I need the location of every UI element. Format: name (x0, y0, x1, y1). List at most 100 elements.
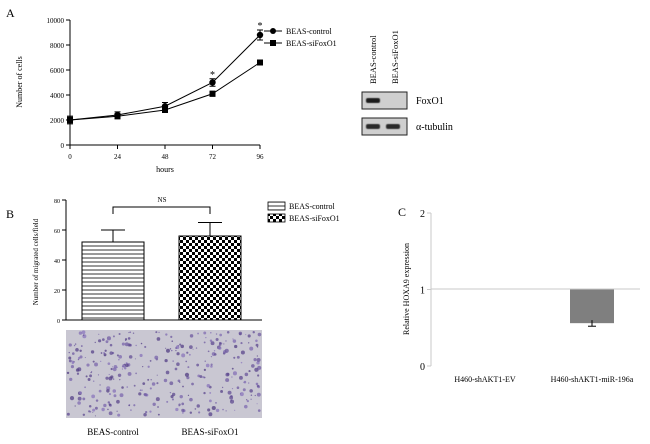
migrated-cell (244, 372, 249, 377)
migrated-cell (254, 394, 256, 397)
migrated-cell (213, 350, 216, 352)
panel-a-point-1 (256, 31, 264, 39)
migrated-cell (151, 382, 156, 386)
migrated-cell (121, 342, 125, 346)
migrated-cell (232, 339, 237, 343)
panel-a-letter: A (6, 6, 15, 20)
migrated-cell (105, 340, 109, 344)
panel-b-micrograph-2 (163, 330, 262, 418)
panel-a-legend-label-1: BEAS-control (286, 27, 333, 36)
migrated-cell (97, 374, 100, 376)
migrated-cell (194, 408, 197, 410)
migrated-cell (197, 332, 199, 335)
migrated-cell (256, 357, 261, 362)
migrated-cell (166, 348, 170, 353)
migrated-cell (108, 373, 110, 376)
migrated-cell (210, 332, 212, 334)
migrated-cell (209, 391, 212, 394)
migrated-cell (83, 334, 85, 336)
migrated-cell (147, 365, 150, 368)
migrated-cell (95, 399, 99, 402)
panel-a-x-axis-label: hours (156, 165, 174, 174)
panel-a-point-2 (67, 117, 73, 123)
migrated-cell (116, 399, 120, 404)
migrated-cell (208, 399, 212, 403)
migrated-cell (152, 402, 156, 406)
migrated-cell (256, 403, 258, 405)
migrated-cell (239, 392, 244, 397)
panel-a-y-tick-label: 4000 (50, 92, 65, 100)
migrated-cell (77, 396, 82, 401)
panel-a-point-2 (162, 107, 168, 113)
migrated-cell (82, 334, 87, 339)
migrated-cell (203, 331, 207, 335)
migrated-cell (118, 355, 123, 359)
migrated-cell (79, 355, 83, 359)
migrated-cell (122, 364, 126, 368)
migrated-cell (179, 394, 183, 399)
panel-b-y-tick-label: 60 (54, 229, 60, 235)
migrated-cell (78, 331, 83, 335)
migrated-cell (247, 382, 250, 384)
migrated-cell (164, 358, 168, 363)
migrated-cell (66, 371, 70, 375)
migrated-cell (90, 350, 95, 354)
migrated-cell (77, 401, 81, 405)
panel-a-legend-marker-2 (270, 40, 276, 46)
migrated-cell (192, 348, 194, 350)
panel-b-y-tick-label: 80 (54, 199, 60, 205)
migrated-cell (252, 331, 255, 334)
migrated-cell (75, 348, 79, 352)
migrated-cell (176, 362, 180, 366)
migrated-cell (179, 381, 181, 383)
migrated-cell (85, 375, 88, 378)
migrated-cell (231, 388, 234, 390)
migrated-cell (89, 374, 92, 378)
migrated-cell (253, 358, 257, 362)
migrated-cell (257, 409, 261, 412)
panel-b-bar-2 (178, 235, 242, 321)
migrated-cell (181, 402, 185, 406)
blot-tubulin-label: α-tubulin (416, 122, 453, 133)
migrated-cell (240, 342, 243, 345)
migrated-cell (88, 405, 92, 408)
migrated-cell (219, 341, 222, 345)
migrated-cell (256, 355, 259, 357)
migrated-cell (226, 330, 230, 334)
migrated-cell (175, 349, 177, 352)
panel-b-ns-label: NS (158, 196, 167, 204)
migrated-cell (214, 353, 217, 356)
migrated-cell (180, 344, 184, 349)
migrated-cell (189, 397, 193, 402)
panel-c-letter: C (398, 205, 406, 219)
migrated-cell (149, 410, 152, 413)
migrated-cell (107, 362, 111, 366)
migrated-cell (110, 375, 114, 379)
migrated-cell (157, 413, 160, 416)
migrated-cell (157, 406, 159, 408)
migrated-cell (225, 340, 227, 342)
migrated-cell (221, 386, 224, 389)
panel-a-point-2 (257, 59, 263, 66)
migrated-cell (234, 344, 238, 349)
migrated-cell (224, 348, 229, 353)
migrated-cell (98, 333, 100, 335)
migrated-cell (166, 359, 168, 362)
migrated-cell (98, 389, 102, 393)
migrated-cell (141, 389, 143, 391)
panel-c-y-tick-label: 1 (420, 286, 425, 297)
migrated-cell (171, 349, 173, 352)
migrated-cell (254, 367, 259, 372)
migrated-cell (181, 353, 186, 358)
migrated-cell (128, 355, 133, 359)
migrated-cell (124, 363, 126, 365)
panel-a-y-tick-label: 6000 (50, 67, 65, 75)
panel-a-point-1 (209, 79, 216, 86)
blot-foxo1-label: FoxO1 (416, 96, 444, 107)
migrated-cell (119, 393, 124, 398)
migrated-cell (249, 389, 253, 393)
migrated-cell (144, 393, 148, 397)
migrated-cell (215, 401, 217, 404)
panel-c-category-label-2: H460-shAKT1-miR-196a (551, 375, 634, 384)
migrated-cell (70, 365, 75, 369)
